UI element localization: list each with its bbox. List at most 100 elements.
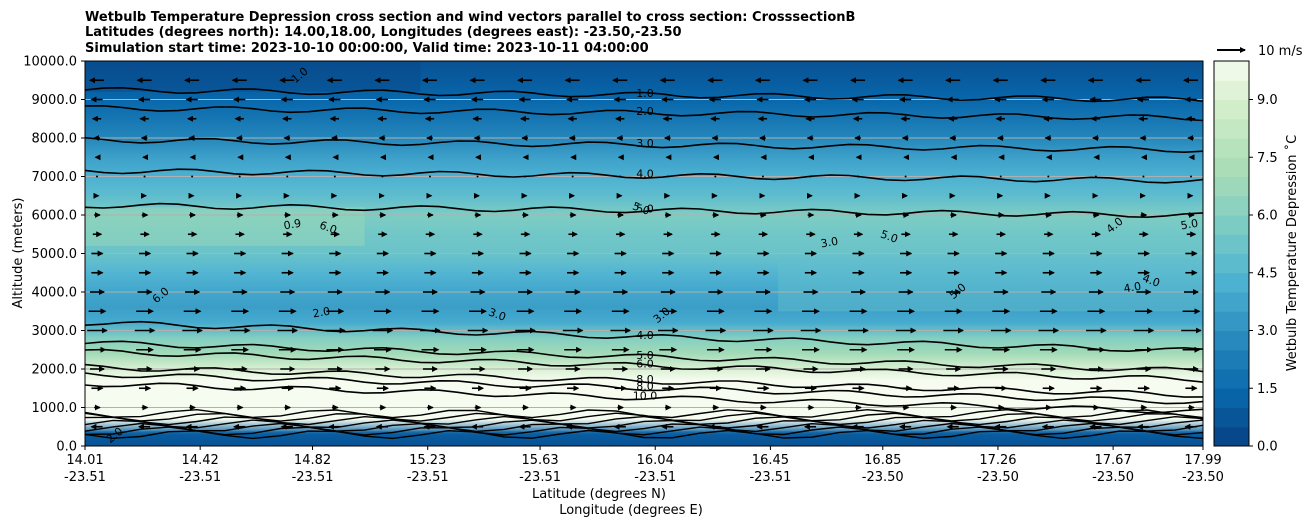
x-axis-label-latitude: Latitude (degrees N) — [532, 487, 666, 502]
contour-label: 10.0 — [633, 390, 658, 403]
colorbar-band — [1214, 176, 1249, 197]
colorbar-band — [1214, 61, 1249, 81]
x-tick-label-lat: 14.42 — [182, 453, 219, 468]
contour-line — [85, 320, 1203, 353]
field-patch — [85, 207, 365, 246]
x-tick-label-lat: 17.67 — [1095, 453, 1132, 468]
contour-inline-label: 6.0 — [318, 219, 339, 237]
y-tick-label: 4000.0 — [32, 286, 78, 301]
wind-vector — [381, 175, 384, 178]
contour-line — [85, 136, 1203, 154]
contour-label: 4.0 — [636, 168, 654, 181]
wind-vector — [761, 175, 764, 178]
y-tick-label: 8000.0 — [32, 132, 78, 147]
wind-vector — [666, 175, 669, 178]
wind-vector — [1190, 175, 1192, 178]
colorbar-tick-label: 9.0 — [1257, 93, 1278, 108]
wind-vector — [952, 175, 955, 178]
x-tick-label-lon: -23.50 — [1092, 470, 1134, 485]
contour-line-surface — [85, 426, 1203, 436]
colorbar-band — [1214, 195, 1249, 216]
colorbar-band — [1214, 407, 1249, 428]
contour-label: 8.0 — [636, 380, 654, 393]
x-tick-label-lat: 14.01 — [66, 453, 103, 468]
y-axis-label: Altitude (meters) — [11, 198, 26, 309]
colorbar-band — [1214, 272, 1249, 293]
contour-line — [85, 363, 1203, 398]
contour-line — [85, 168, 1203, 184]
wind-vector — [714, 175, 717, 178]
wind-vector — [476, 175, 479, 178]
y-tick-label: 0.0 — [56, 440, 77, 455]
x-tick-label-lat: 15.23 — [409, 453, 446, 468]
x-tick-label-lon: -23.50 — [977, 470, 1019, 485]
quiver-key: 10 m/s — [1217, 44, 1303, 59]
colorbar-tick-label: 6.0 — [1257, 209, 1278, 224]
x-tick-label-lat: 16.85 — [864, 453, 901, 468]
wind-vector — [809, 175, 812, 178]
x-tick-label-lon: -23.50 — [862, 470, 904, 485]
colorbar-frame — [1213, 60, 1250, 447]
y-tick-label: 3000.0 — [32, 324, 78, 339]
contour-lines — [85, 86, 1203, 440]
contour-label: 1.0 — [636, 87, 654, 100]
wind-vector — [191, 175, 194, 178]
colorbar-band — [1214, 215, 1249, 235]
contour-line — [85, 348, 1203, 383]
contour-inline-label: 5.0 — [879, 228, 900, 246]
contour-label: 8.0 — [636, 373, 654, 386]
contour-inline-label: 4.0 — [1141, 272, 1162, 290]
y-axis: 0.0 1000.0 2000.0 3000.0 4000.0 5000.0 6000.0 7… — [23, 55, 85, 455]
contour-label: 4.0 — [636, 329, 654, 342]
contour-inline-label: 5.0 — [1180, 217, 1199, 233]
y-tick-label: 6000.0 — [32, 209, 78, 224]
colorbar-label: Wetbulb Temperature Depression ˚C — [1284, 135, 1300, 372]
colorbar-band — [1214, 99, 1249, 120]
colorbar-band — [1214, 118, 1249, 139]
x-tick-label-lon: -23.51 — [179, 470, 221, 485]
colorbar-band — [1214, 80, 1249, 100]
contour-line — [85, 202, 1203, 219]
wind-vector — [143, 175, 146, 178]
contour-inline-label: 3.0 — [487, 306, 508, 324]
chart-title-line-1: Wetbulb Temperature Depression cross sec… — [85, 10, 855, 25]
y-tick-label: 1000.0 — [32, 401, 78, 416]
colorbar-ticks: 0.0 1.5 3.0 4.5 6.0 7.5 9.0 — [1249, 93, 1278, 455]
x-tick-label-lon: -23.51 — [519, 470, 561, 485]
contour-label: 2.0 — [636, 105, 654, 118]
x-tick-label-lon: -23.51 — [749, 470, 791, 485]
x-tick-label-lat: 16.04 — [637, 453, 674, 468]
plot-area — [85, 61, 1203, 446]
colorbar-band — [1214, 426, 1249, 447]
wind-vector — [286, 175, 289, 178]
contour-inline-label: 3.0 — [820, 235, 839, 251]
chart-title-line-3: Simulation start time: 2023-10-10 00:00:… — [85, 41, 649, 56]
contour-label: 6.0 — [636, 358, 654, 371]
contour-label: 5.0 — [636, 349, 654, 362]
wind-vector — [904, 175, 907, 178]
x-tick-label-lat: 17.26 — [979, 453, 1016, 468]
contour-line-surface — [85, 408, 1203, 419]
colorbar-band — [1214, 349, 1249, 370]
contour-inline-label: 0.9 — [283, 217, 302, 233]
contour-inline-label: 5.0 — [631, 200, 652, 218]
y-tick-label: 7000.0 — [32, 170, 78, 185]
wind-vector — [96, 175, 98, 178]
colorbar-band — [1214, 234, 1249, 254]
x-tick-label-lat: 16.45 — [752, 453, 789, 468]
colorbar-tick-label: 1.5 — [1257, 382, 1278, 397]
contour-line — [85, 104, 1203, 122]
chart-title-line-2: Latitudes (degrees north): 14.00,18.00, … — [85, 25, 682, 40]
x-tick-label-lon: -23.51 — [407, 470, 449, 485]
colorbar-band — [1214, 253, 1249, 274]
wind-vector — [999, 175, 1002, 178]
x-tick-label-lon: -23.51 — [292, 470, 334, 485]
wind-vector — [1142, 175, 1145, 178]
wind-vector — [619, 175, 622, 178]
colorbar-tick-label: 3.0 — [1257, 324, 1278, 339]
y-tick-label: 2000.0 — [32, 363, 78, 378]
colorbar-band — [1214, 330, 1249, 351]
x-tick-label-lat: 14.82 — [294, 453, 331, 468]
contour-label: 3.0 — [636, 137, 654, 150]
